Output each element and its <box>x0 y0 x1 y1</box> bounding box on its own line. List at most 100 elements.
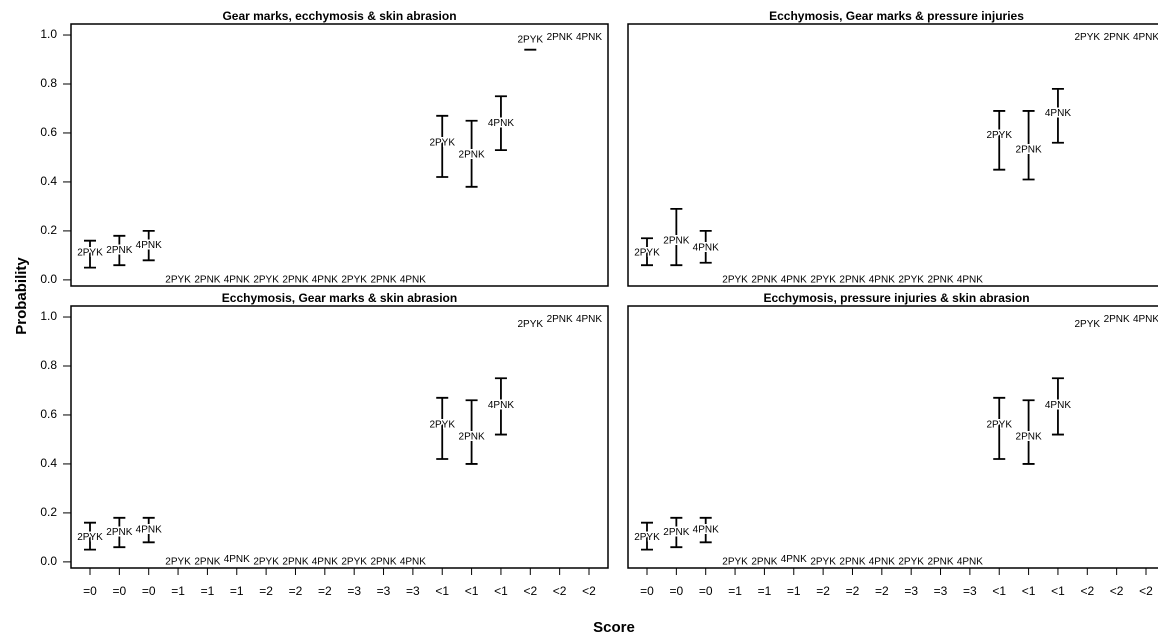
x-tick-label: =0 <box>640 584 654 598</box>
point-label: 2PNK <box>106 245 132 256</box>
point-label: 4PNK <box>1045 108 1071 119</box>
point-label: 2PNK <box>1016 432 1042 443</box>
error-bar <box>1051 377 1064 436</box>
error-bar <box>641 237 653 267</box>
x-tick-label: =3 <box>347 584 361 598</box>
y-tick-label: 0.8 <box>40 76 57 90</box>
point-label: 2PYK <box>898 557 924 568</box>
point-label: 2PYK <box>518 35 544 46</box>
point-label: 4PNK <box>693 525 719 536</box>
x-axis-label: Score <box>593 619 635 636</box>
point-label: 4PNK <box>576 314 602 325</box>
point-label: 2PYK <box>1075 319 1101 330</box>
x-tick-label: =1 <box>787 584 801 598</box>
x-tick-label: <1 <box>435 584 449 598</box>
point-label: 2PNK <box>194 275 220 286</box>
point-label: 4PNK <box>869 557 895 568</box>
point-label: 4PNK <box>488 118 514 129</box>
point-label: 2PYK <box>634 248 660 259</box>
point-label: 2PYK <box>165 275 191 286</box>
x-tick-label: <2 <box>582 584 596 598</box>
error-bar <box>494 377 507 436</box>
error-bar <box>1051 87 1064 144</box>
error-bar <box>699 516 712 544</box>
y-tick-label: 1.0 <box>40 309 57 323</box>
point-label: 2PYK <box>634 532 660 543</box>
point-label: 4PNK <box>869 275 895 286</box>
point-label: 2PYK <box>429 419 455 430</box>
x-tick-label: =1 <box>758 584 772 598</box>
x-tick-label: =0 <box>670 584 684 598</box>
point-label: 2PYK <box>429 137 455 148</box>
panel-title: Ecchymosis, Gear marks & skin abrasion <box>222 291 457 305</box>
point-label: 4PNK <box>781 554 807 565</box>
y-tick-label: 0.0 <box>40 554 57 568</box>
point-label: 4PNK <box>400 557 426 568</box>
panel-frame <box>627 305 1158 569</box>
error-bar <box>993 110 1006 171</box>
point-label: 2PYK <box>898 275 924 286</box>
point-label: 2PYK <box>810 275 836 286</box>
x-tick-label: =2 <box>259 584 273 598</box>
point-label: 2PNK <box>282 275 308 286</box>
point-label: 2PYK <box>986 130 1012 141</box>
x-tick-label: =2 <box>875 584 889 598</box>
point-label: 4PNK <box>1133 32 1158 43</box>
point-label: 4PNK <box>136 240 162 251</box>
point-label: 2PNK <box>839 275 865 286</box>
point-label: 2PNK <box>927 275 953 286</box>
x-tick-label: <2 <box>523 584 537 598</box>
x-tick-label: =2 <box>846 584 860 598</box>
y-tick-label: 0.2 <box>40 223 57 237</box>
point-label: 2PNK <box>282 557 308 568</box>
x-tick-label: =1 <box>728 584 742 598</box>
y-axis-label: Probability <box>13 257 30 335</box>
point-label: 4PNK <box>488 400 514 411</box>
point-label: 2PNK <box>1104 314 1130 325</box>
point-label: 2PNK <box>370 275 396 286</box>
y-tick-label: 0.0 <box>40 272 57 286</box>
y-tick-label: 0.8 <box>40 358 57 372</box>
point-label: 2PNK <box>106 527 132 538</box>
error-bar <box>670 516 683 549</box>
panel-title: Gear marks, ecchymosis & skin abrasion <box>222 9 456 23</box>
point-label: 2PNK <box>547 32 573 43</box>
error-bar <box>142 516 155 544</box>
point-label: 2PYK <box>1075 32 1101 43</box>
x-tick-label: =0 <box>83 584 97 598</box>
x-tick-label: =0 <box>113 584 127 598</box>
point-label: 4PNK <box>312 557 338 568</box>
x-tick-label: =1 <box>230 584 244 598</box>
point-label: 2PYK <box>722 275 748 286</box>
point-label: 2PYK <box>986 419 1012 430</box>
x-tick-label: =1 <box>201 584 215 598</box>
point-label: 2PYK <box>341 275 367 286</box>
point-label: 2PYK <box>341 557 367 568</box>
point-label: 2PYK <box>77 248 103 259</box>
x-tick-label: =3 <box>406 584 420 598</box>
error-bar <box>494 95 507 152</box>
x-tick-label: <2 <box>553 584 567 598</box>
error-bar <box>436 114 449 178</box>
point-label: 2PYK <box>253 557 279 568</box>
panel-title: Ecchymosis, Gear marks & pressure injuri… <box>769 9 1024 23</box>
x-tick-label: =1 <box>171 584 185 598</box>
point-label: 2PYK <box>165 557 191 568</box>
y-tick-label: 0.4 <box>40 456 57 470</box>
error-bar <box>1022 110 1035 181</box>
point-label: 2PNK <box>663 235 689 246</box>
panel-frame <box>70 305 609 569</box>
error-bar <box>113 516 126 549</box>
x-tick-label: <1 <box>992 584 1006 598</box>
point-label: 2PNK <box>547 314 573 325</box>
x-tick-label: <2 <box>1080 584 1094 598</box>
x-tick-label: =3 <box>377 584 391 598</box>
point-label: 4PNK <box>693 243 719 254</box>
point-label: 2PNK <box>194 557 220 568</box>
point-label: 2PYK <box>253 275 279 286</box>
point-label: 4PNK <box>781 275 807 286</box>
point-label: 2PNK <box>1016 145 1042 156</box>
error-bar <box>84 521 96 551</box>
